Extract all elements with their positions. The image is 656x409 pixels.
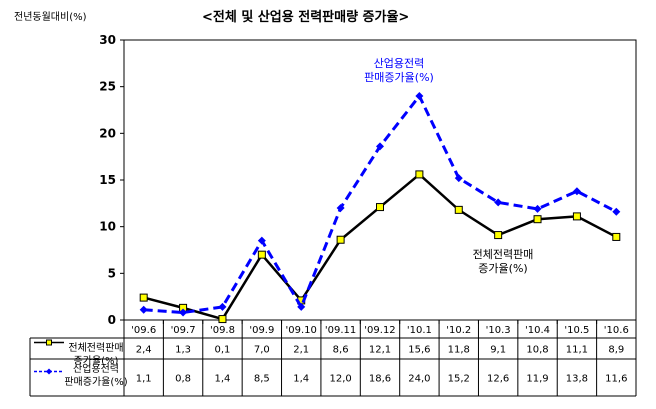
series-line-0 (143, 173, 617, 321)
series-point-0 (336, 235, 345, 244)
series-point-1 (139, 305, 148, 314)
table-cell: 11,6 (605, 374, 627, 385)
series-point-0 (218, 315, 227, 324)
series-point-0 (415, 170, 424, 179)
table-cell: 1,3 (175, 345, 191, 356)
table-cell: 7,0 (254, 345, 270, 356)
table-cell: 0,8 (175, 374, 191, 385)
table-cell: 8,5 (254, 374, 270, 385)
x-tick-label: '09.11 (325, 325, 356, 336)
series-annotation-0: 전체전력판매 (473, 248, 534, 261)
x-tick-label: '09.6 (131, 325, 156, 336)
series-point-0 (257, 250, 266, 259)
series-point-1 (376, 142, 384, 151)
x-ticks: '09.6 '09.7 '09.8 '09.9 '09.10 '09.11 '09.12 '1… (123, 320, 637, 336)
series-point-1 (533, 204, 542, 213)
x-tick-label: '09.12 (364, 325, 395, 336)
series-annotation-1: 산업용전력 (374, 57, 425, 70)
table-cell: 12,1 (369, 345, 391, 356)
x-tick-label: '10.3 (486, 325, 511, 336)
series-point-0 (376, 203, 384, 212)
y-tick-label: 15 (99, 173, 116, 187)
series-point-0 (572, 212, 581, 221)
y-tick-label: 20 (99, 126, 116, 140)
table-cell: 1,4 (215, 374, 231, 385)
y-tick-label: 0 (108, 313, 116, 327)
series-point-0 (139, 293, 148, 302)
x-tick-label: '09.9 (249, 325, 274, 336)
table-cell: 8,9 (608, 345, 624, 356)
series-annotation-0: 증가율(%) (478, 262, 527, 275)
x-tick-label: '09.10 (286, 325, 317, 336)
series-annotation-1: 판매증가율(%) (364, 71, 434, 84)
table-cell: 12,6 (487, 374, 509, 385)
table-cell: 2,1 (293, 345, 309, 356)
legend-label-1: 산업용전력 (73, 362, 119, 375)
series-point-0 (533, 215, 542, 224)
series-point-0 (612, 232, 621, 241)
table-cell: 9,1 (490, 345, 506, 356)
x-tick-label: '09.8 (210, 325, 235, 336)
series-point-1 (297, 302, 306, 311)
legend-marker-1 (46, 368, 52, 375)
series-point-1 (494, 198, 503, 207)
y-tick-label: 25 (99, 80, 116, 94)
y-tick-label: 10 (99, 220, 116, 234)
table-cell: 0,1 (215, 345, 231, 356)
legend-marker-0 (46, 339, 52, 346)
series-point-0 (494, 231, 503, 240)
y-tick-label: 5 (108, 266, 116, 280)
series-point-0 (454, 205, 463, 214)
series-point-1 (572, 187, 581, 196)
series-point-1 (612, 207, 621, 216)
table-cell: 2,4 (136, 345, 152, 356)
series-point-1 (257, 236, 266, 245)
legend-label-0: 전체전력판매 (68, 342, 123, 354)
series-point-1 (336, 204, 345, 212)
table-cell: 15,2 (448, 374, 470, 385)
series-point-1 (415, 92, 424, 100)
table-cell: 13,8 (566, 374, 588, 385)
table-cell: 15,6 (408, 345, 430, 356)
x-tick-label: '09.7 (171, 325, 196, 336)
legend-label-0: 증가율(%) (74, 355, 119, 367)
chart-title: <전체 및 산업용 전력판매량 증가율> (202, 9, 409, 25)
x-tick-label: '10.1 (407, 325, 432, 336)
x-tick-label: '10.5 (564, 325, 589, 336)
y-axis-label: 전년동월대비(%) (14, 11, 87, 23)
series-point-1 (179, 308, 188, 317)
table-cell: 8,6 (333, 345, 349, 356)
series-point-1 (218, 302, 227, 311)
table-cell: 24,0 (408, 374, 430, 385)
y-tick-label: 30 (99, 33, 116, 47)
x-tick-label: '10.6 (604, 325, 629, 336)
table-cell: 1,1 (136, 374, 152, 385)
table-cell: 11,1 (566, 345, 588, 356)
x-tick-label: '10.2 (446, 325, 471, 336)
legend-label-1: 판매증가율(%) (64, 376, 127, 388)
series-group (139, 92, 621, 324)
table-cell: 10,8 (526, 345, 548, 356)
table-cell: 1,4 (293, 374, 309, 385)
table-cell: 11,9 (526, 374, 548, 385)
table-cell: 12,0 (329, 374, 351, 385)
table-cell: 11,8 (448, 345, 470, 356)
y-ticks: 0 5 10 15 20 25 30 (99, 33, 124, 327)
x-tick-label: '10.4 (525, 325, 550, 336)
table-cell: 18,6 (369, 374, 391, 385)
series-point-1 (454, 174, 463, 183)
